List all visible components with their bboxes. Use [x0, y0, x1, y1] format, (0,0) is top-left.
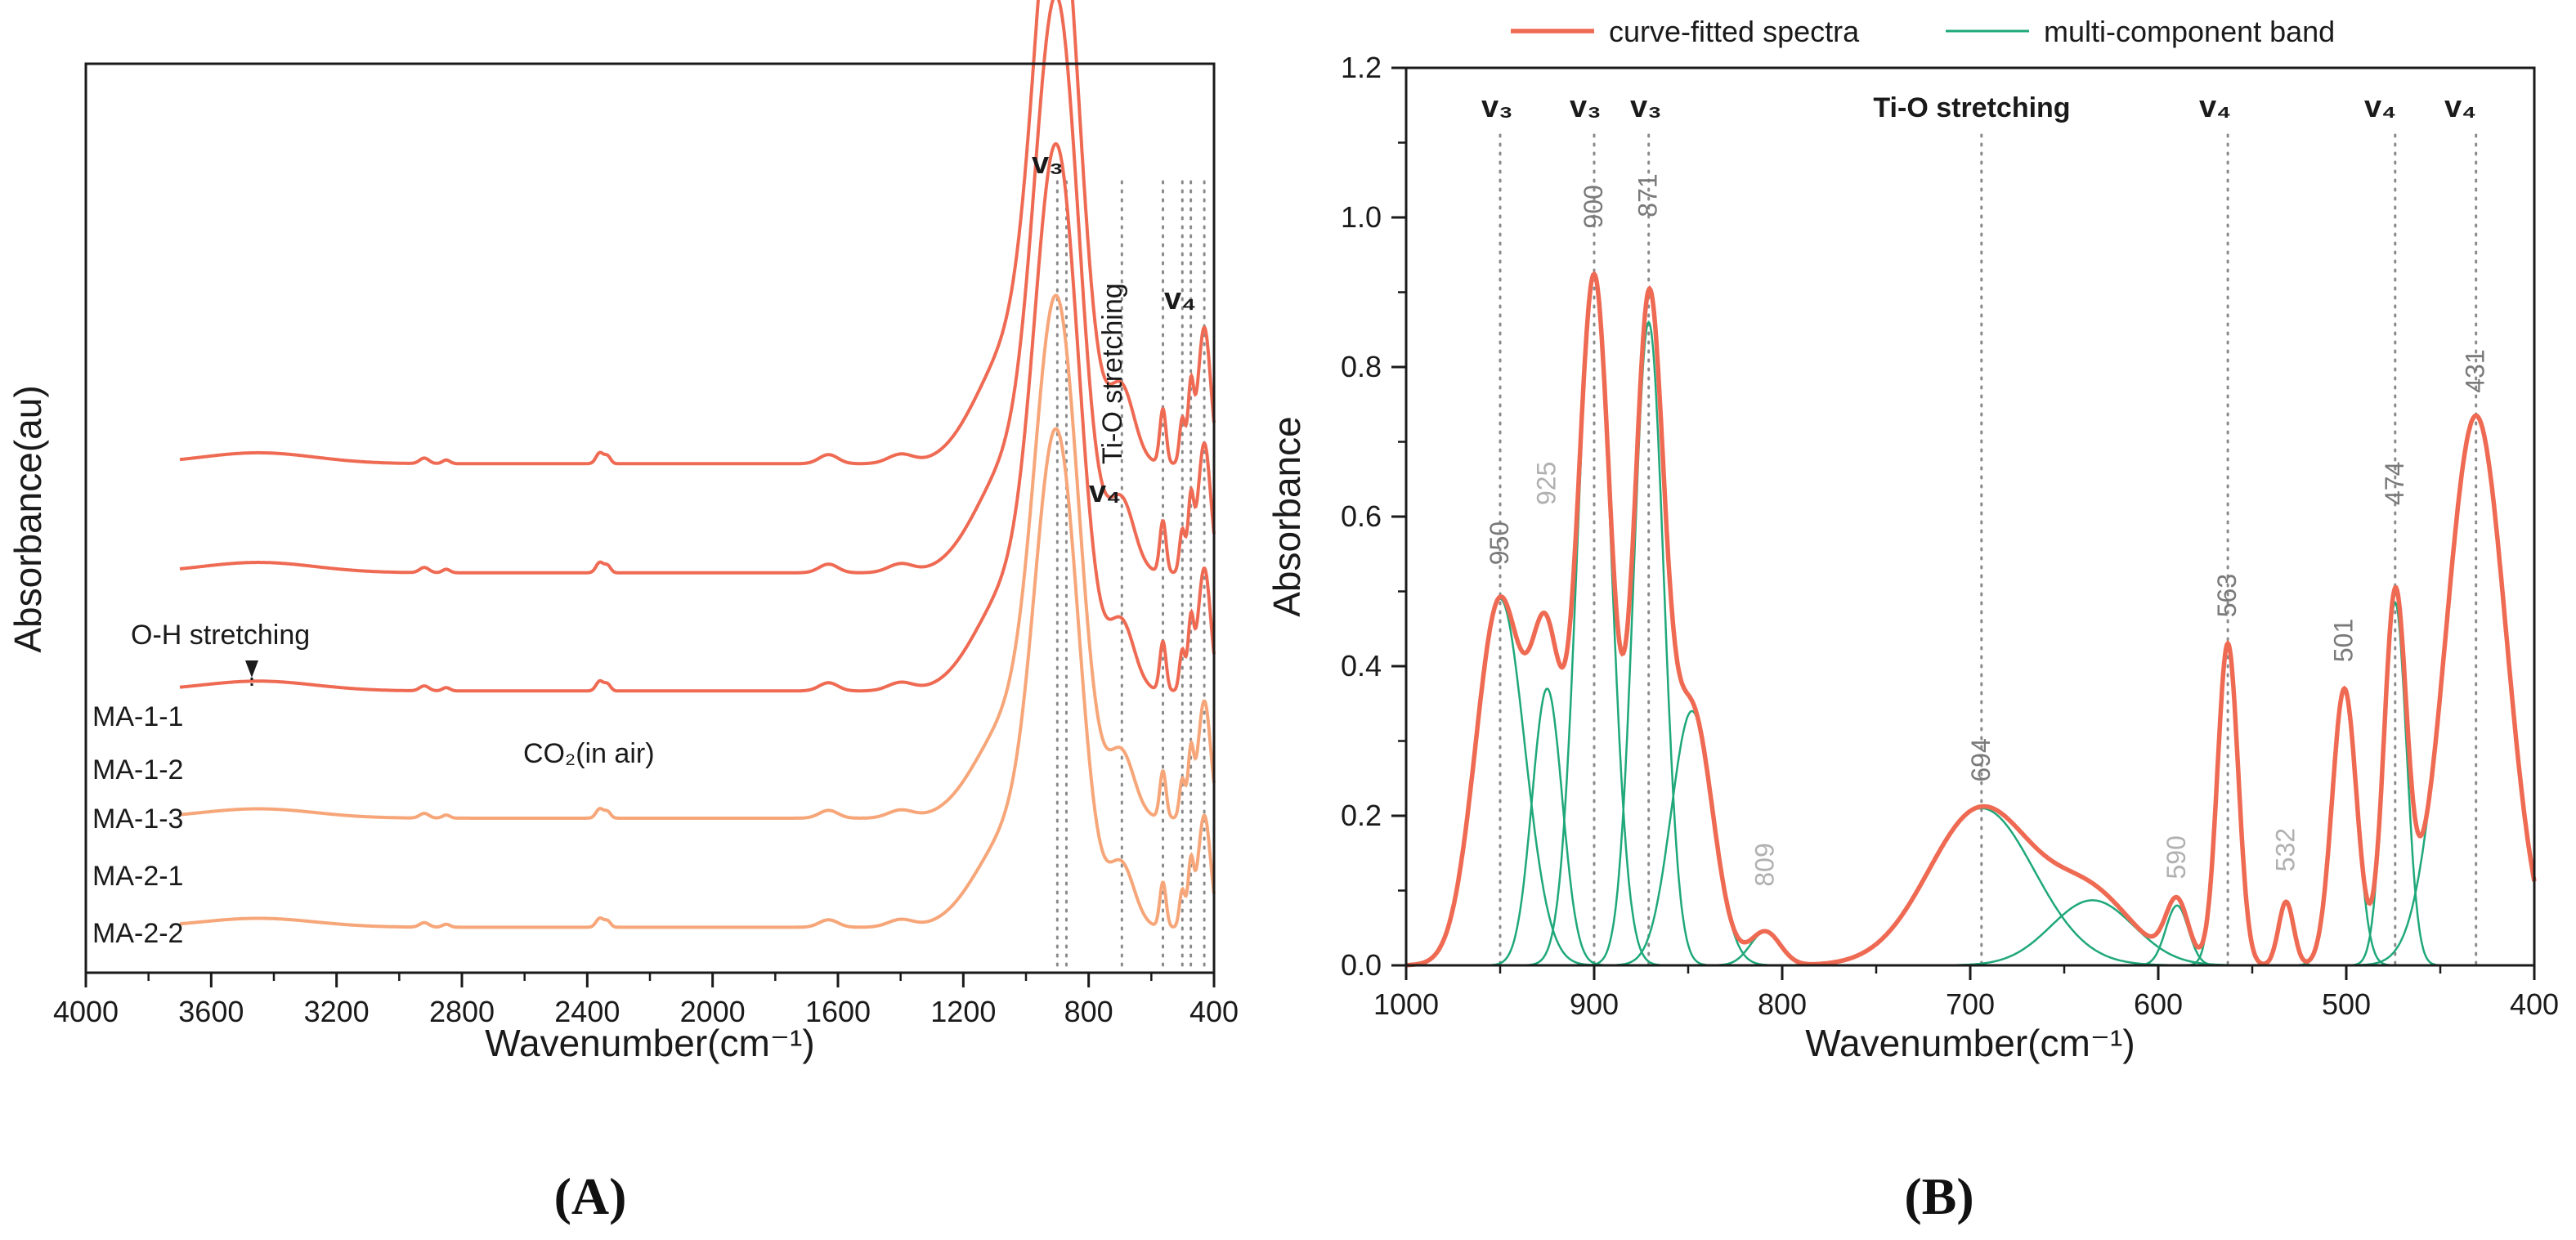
band-label-v4-563: v₄	[2199, 90, 2231, 124]
v4-label-a2: v₄	[1164, 282, 1196, 316]
panel-a: 4000 3600 3200 2800 2400 2000 1600 1200 800 400 A…	[7, 0, 1239, 1225]
x-tick-label: 700	[1946, 987, 1995, 1021]
peak-label-925: 925	[1532, 462, 1561, 505]
sample-label-ma-1-1: MA-1-1	[92, 701, 183, 732]
legend-fitted-label: curve-fitted spectra	[1609, 15, 1860, 48]
component-band-474	[1406, 600, 2534, 967]
panel-b-axes-ticks: 1000 900 800 700 600 500 400 0.0 0.2 0.4 0.6 0.8 1.0…	[1341, 51, 2559, 1021]
panel-b-ylabel: Absorbance	[1266, 416, 1308, 617]
tio-stretching-annotation: Ti-O stretching	[1097, 283, 1128, 464]
panel-a-label: (A)	[554, 1167, 627, 1225]
panel-b-fitted-curve	[1406, 271, 2537, 968]
a-x-tick-label: 1600	[805, 995, 871, 1028]
spectrum-MA-1-2	[179, 0, 1216, 575]
y-tick-label: 0.4	[1341, 649, 1382, 683]
peak-label-501: 501	[2329, 619, 2359, 662]
panel-a-reference-lines	[1055, 180, 1206, 974]
a-x-tick-label: 4000	[53, 995, 119, 1028]
peak-label-474: 474	[2380, 462, 2409, 505]
y-tick-label: 0.0	[1341, 948, 1382, 982]
panel-a-spectra	[179, 0, 1216, 929]
panel-b-xlabel: Wavenumber(cm⁻¹)	[1805, 1022, 2135, 1064]
peak-label-900: 900	[1579, 185, 1608, 228]
co2-annotation: CO₂(in air)	[523, 738, 655, 769]
sample-label-ma-1-3: MA-1-3	[92, 804, 183, 835]
legend-component-label: multi-component band	[2044, 15, 2335, 48]
peak-label-871: 871	[1633, 173, 1663, 217]
y-tick-label: 1.0	[1341, 200, 1382, 234]
y-tick-label: 0.6	[1341, 499, 1382, 533]
sample-label-ma-2-1: MA-2-1	[92, 861, 183, 892]
component-band-809	[1406, 930, 2534, 967]
a-x-tick-label: 3200	[304, 995, 370, 1028]
component-band-925	[1406, 687, 2534, 967]
spectrum-MA-2-1	[179, 293, 1216, 820]
peak-label-532: 532	[2270, 828, 2300, 871]
x-tick-label: 1000	[1373, 987, 1439, 1021]
a-x-tick-label: 400	[1189, 995, 1239, 1028]
spectrum-MA-1-1	[179, 0, 1216, 466]
oh-stretching-annotation: O-H stretching	[131, 620, 310, 651]
x-tick-label: 400	[2510, 987, 2559, 1021]
a-x-tick-label: 2800	[429, 995, 495, 1028]
y-tick-label: 0.2	[1341, 799, 1382, 832]
panel-b-component-bands	[1406, 275, 2536, 967]
v3-label-a: v₃	[1032, 146, 1064, 181]
x-tick-label: 500	[2322, 987, 2371, 1021]
y-tick-label: 1.2	[1341, 51, 1382, 84]
spectrum-MA-2-2	[180, 427, 1216, 929]
a-x-tick-label: 800	[1064, 995, 1113, 1028]
panel-a-ylabel: Absorbance(au)	[7, 385, 49, 652]
peak-label-694: 694	[1966, 738, 1996, 781]
sample-label-ma-1-2: MA-1-2	[92, 754, 183, 786]
oh-arrow-icon	[245, 660, 258, 678]
panel-b-label: (B)	[1904, 1167, 1973, 1225]
x-tick-label: 600	[2134, 987, 2183, 1021]
legend: curve-fitted spectra multi-component ban…	[1511, 15, 2335, 48]
sample-label-ma-2-2: MA-2-2	[92, 918, 183, 949]
band-label-v4-431: v₄	[2444, 90, 2476, 124]
a-x-tick-label: 2400	[554, 995, 620, 1028]
band-label-v3-871: v₃	[1630, 90, 1662, 124]
panel-b: 1000 900 800 700 600 500 400 0.0 0.2 0.4 0.6 0.8 1.0…	[1266, 15, 2559, 1225]
panel-b-peak-labels: 950 925 900 871 809 694 590 563 532 501 …	[1485, 173, 2490, 886]
peak-label-431: 431	[2461, 349, 2490, 392]
a-x-tick-label: 1200	[930, 995, 996, 1028]
v4-label-a1: v₄	[1089, 475, 1121, 509]
band-label-tio: Ti-O stretching	[1873, 92, 2070, 123]
component-band-501	[1406, 687, 2534, 967]
x-tick-label: 900	[1570, 987, 1619, 1021]
panel-a-x-ticks: 4000 3600 3200 2800 2400 2000 1600 1200 800 400	[53, 973, 1239, 1028]
peak-label-590: 590	[2162, 835, 2191, 879]
component-band-900	[1406, 275, 2534, 967]
peak-label-563: 563	[2212, 574, 2242, 617]
x-tick-label: 800	[1758, 987, 1807, 1021]
spectrum-MA-1-3	[179, 141, 1216, 693]
band-label-v4-474: v₄	[2364, 90, 2396, 124]
band-label-v3-900: v₃	[1570, 90, 1602, 124]
y-tick-label: 0.8	[1341, 350, 1382, 383]
panel-b-reference-lines	[1499, 133, 2478, 967]
component-band-871	[1406, 320, 2534, 967]
a-x-tick-label: 3600	[178, 995, 244, 1028]
band-label-v3-950: v₃	[1481, 90, 1513, 124]
panel-a-xlabel: Wavenumber(cm⁻¹)	[485, 1022, 814, 1064]
a-x-tick-label: 2000	[680, 995, 746, 1028]
peak-label-950: 950	[1485, 522, 1514, 565]
peak-label-809: 809	[1749, 843, 1779, 886]
